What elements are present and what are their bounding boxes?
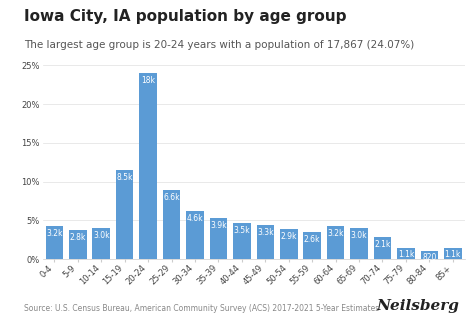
Text: 3.3k: 3.3k xyxy=(257,228,273,237)
Text: Neilsberg: Neilsberg xyxy=(377,299,460,313)
Bar xyxy=(186,211,204,259)
Text: 2.1k: 2.1k xyxy=(374,240,391,248)
Bar xyxy=(420,251,438,259)
Text: 3.5k: 3.5k xyxy=(234,226,250,235)
Bar xyxy=(116,170,134,259)
Bar xyxy=(92,228,110,259)
Text: 6.6k: 6.6k xyxy=(163,193,180,202)
Bar xyxy=(444,248,462,259)
Text: 2.6k: 2.6k xyxy=(304,235,320,244)
Text: 3.0k: 3.0k xyxy=(93,231,109,240)
Bar xyxy=(46,226,63,259)
Bar xyxy=(397,248,415,259)
Bar xyxy=(256,225,274,259)
Text: Iowa City, IA population by age group: Iowa City, IA population by age group xyxy=(24,9,346,24)
Bar xyxy=(139,73,157,259)
Text: 4.6k: 4.6k xyxy=(187,214,203,223)
Bar xyxy=(350,228,368,259)
Text: Source: U.S. Census Bureau, American Community Survey (ACS) 2017-2021 5-Year Est: Source: U.S. Census Bureau, American Com… xyxy=(24,304,379,313)
Text: 3.2k: 3.2k xyxy=(46,229,63,238)
Text: 1.1k: 1.1k xyxy=(445,250,461,259)
Bar xyxy=(374,237,391,259)
Bar xyxy=(163,190,180,259)
Text: 18k: 18k xyxy=(141,76,155,85)
Text: 3.9k: 3.9k xyxy=(210,222,227,230)
Text: 2.9k: 2.9k xyxy=(281,232,297,241)
Text: 1.1k: 1.1k xyxy=(398,250,414,259)
Bar xyxy=(69,230,87,259)
Text: 2.8k: 2.8k xyxy=(70,233,86,242)
Bar xyxy=(233,222,251,259)
Text: The largest age group is 20-24 years with a population of 17,867 (24.07%): The largest age group is 20-24 years wit… xyxy=(24,40,414,50)
Text: 8.5k: 8.5k xyxy=(117,173,133,182)
Bar xyxy=(210,218,227,259)
Bar xyxy=(303,232,321,259)
Text: 820: 820 xyxy=(422,253,437,262)
Text: 3.2k: 3.2k xyxy=(328,229,344,238)
Bar xyxy=(280,229,298,259)
Bar xyxy=(327,226,345,259)
Text: 3.0k: 3.0k xyxy=(351,231,367,240)
